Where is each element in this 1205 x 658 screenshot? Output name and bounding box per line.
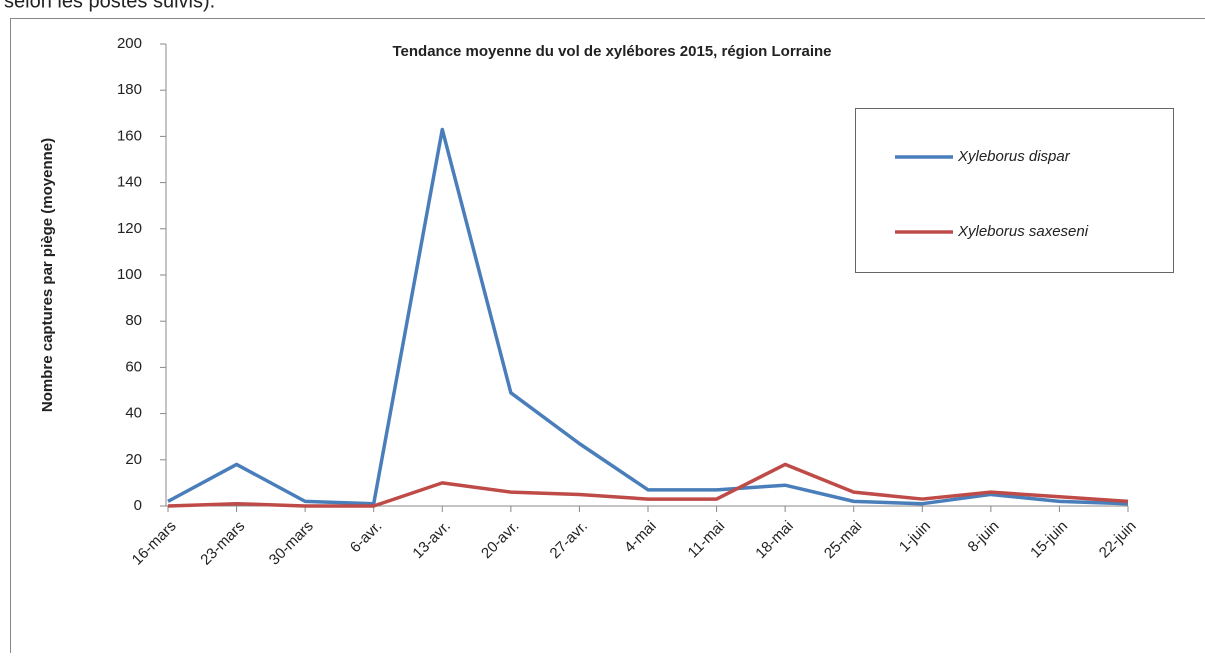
y-tick-label: 0 (134, 497, 142, 514)
legend-label: Xyleborus dispar (957, 148, 1071, 165)
y-tick-label: 40 (125, 405, 142, 422)
x-tick-label: 30-mars (266, 518, 317, 569)
x-tick-label: 16-mars (129, 518, 180, 569)
y-tick-label: 20 (125, 451, 142, 468)
chart-title: Tendance moyenne du vol de xylébores 201… (392, 43, 831, 60)
x-tick-label: 13-avr. (409, 518, 453, 562)
y-tick-label: 180 (117, 81, 142, 98)
y-tick-label: 60 (125, 358, 142, 375)
x-tick-label: 1-juin (896, 518, 934, 556)
series-line (168, 464, 1128, 506)
x-tick-label: 23-mars (197, 518, 248, 569)
header-text: selon les postes suivis). (4, 0, 215, 12)
x-tick-label: 15-juin (1027, 518, 1071, 562)
y-tick-label: 200 (117, 35, 142, 52)
x-tick-label: 6-avr. (347, 518, 386, 557)
y-tick-label: 120 (117, 220, 142, 237)
x-tick-label: 8-juin (965, 518, 1003, 556)
x-tick-label: 18-mai (752, 518, 796, 562)
x-tick-label: 22-juin (1096, 518, 1140, 562)
legend-box (856, 109, 1174, 273)
x-tick-label: 20-avr. (478, 518, 522, 562)
y-tick-label: 140 (117, 174, 142, 191)
y-tick-label: 160 (117, 127, 142, 144)
y-tick-label: 80 (125, 312, 142, 329)
x-tick-label: 11-mai (685, 518, 729, 562)
x-tick-label: 25-mai (821, 518, 865, 562)
x-tick-label: 27-avr. (547, 518, 591, 562)
y-axis-label: Nombre captures par piège (moyenne) (39, 138, 56, 412)
x-tick-label: 4-mai (621, 518, 660, 557)
legend-label: Xyleborus saxeseni (957, 223, 1089, 240)
y-tick-label: 100 (117, 266, 142, 283)
